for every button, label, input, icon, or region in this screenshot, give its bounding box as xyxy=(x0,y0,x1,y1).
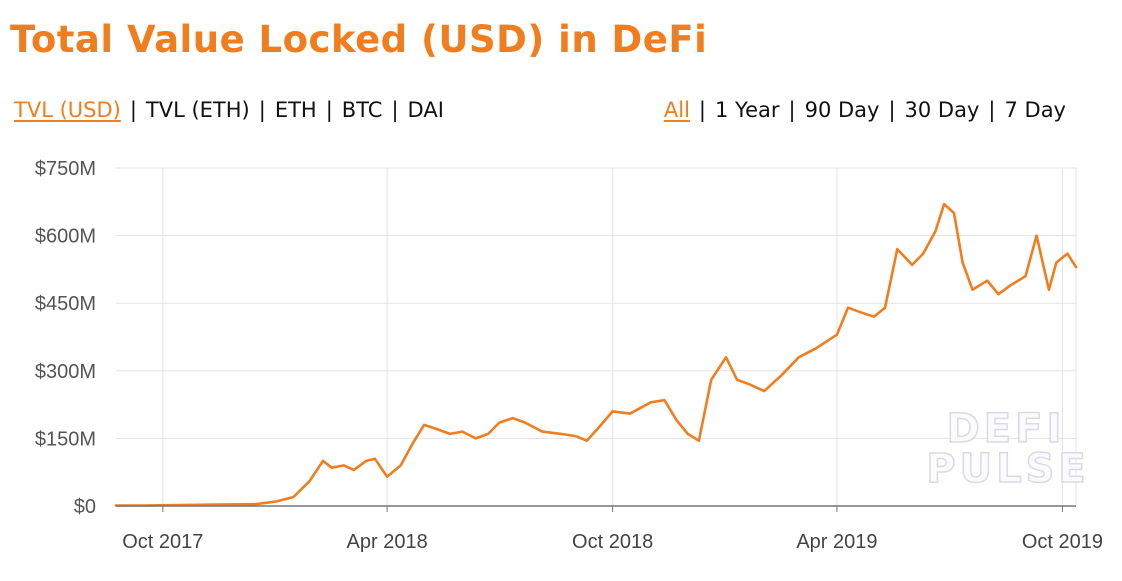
x-tick-label: Oct 2017 xyxy=(122,531,203,553)
watermark-pulse: PULSE xyxy=(926,446,1089,492)
y-tick-label: $750M xyxy=(35,158,96,180)
tab-tvl-usd[interactable]: TVL (USD) xyxy=(14,98,121,122)
tab-separator: | xyxy=(325,98,333,122)
y-tick-label: $450M xyxy=(35,293,96,315)
tab-eth[interactable]: ETH xyxy=(274,98,317,122)
range-all[interactable]: All xyxy=(663,98,690,122)
tab-separator: | xyxy=(888,98,896,122)
range-tabs: All | 1 Year | 90 Day | 30 Day | 7 Day xyxy=(664,98,1066,122)
watermark-defi: DEFI xyxy=(947,406,1066,452)
tab-tvl-eth[interactable]: TVL (ETH) xyxy=(145,98,250,122)
series-group xyxy=(114,202,1078,507)
range-90-day[interactable]: 90 Day xyxy=(804,98,880,122)
y-tick-label: $600M xyxy=(35,226,96,248)
tab-separator: | xyxy=(258,98,266,122)
chart-grid xyxy=(116,167,1077,506)
tab-btc[interactable]: BTC xyxy=(341,98,383,122)
x-tick-label: Apr 2019 xyxy=(796,531,877,553)
tab-separator: | xyxy=(129,98,137,122)
series-line-tvl xyxy=(114,202,1078,507)
y-tick-label: $0 xyxy=(74,496,96,518)
x-axis-ticks: Oct 2017 Apr 2018 Oct 2018 Apr 2019 Oct 2019 xyxy=(122,506,1103,553)
tab-separator: | xyxy=(698,98,706,122)
tab-separator: | xyxy=(391,98,399,122)
y-tick-label: $150M xyxy=(35,428,96,450)
tab-separator: | xyxy=(788,98,796,122)
x-tick-label: Oct 2018 xyxy=(572,531,653,553)
x-tick-label: Apr 2018 xyxy=(347,531,428,553)
range-30-day[interactable]: 30 Day xyxy=(904,98,980,122)
metric-tabs: TVL (USD) | TVL (ETH) | ETH | BTC | DAI xyxy=(14,98,444,122)
watermark: DEFI PULSE xyxy=(926,405,1089,493)
page-title: Total Value Locked (USD) in DeFi xyxy=(10,18,708,61)
y-axis-ticks: $0 $150M $300M $450M $600M $750M xyxy=(35,158,96,518)
x-tick-label: Oct 2019 xyxy=(1022,531,1103,553)
tab-dai[interactable]: DAI xyxy=(407,98,444,122)
range-7-day[interactable]: 7 Day xyxy=(1004,98,1066,122)
tab-separator: | xyxy=(988,98,996,122)
y-tick-label: $300M xyxy=(35,361,96,383)
range-1-year[interactable]: 1 Year xyxy=(715,98,780,122)
